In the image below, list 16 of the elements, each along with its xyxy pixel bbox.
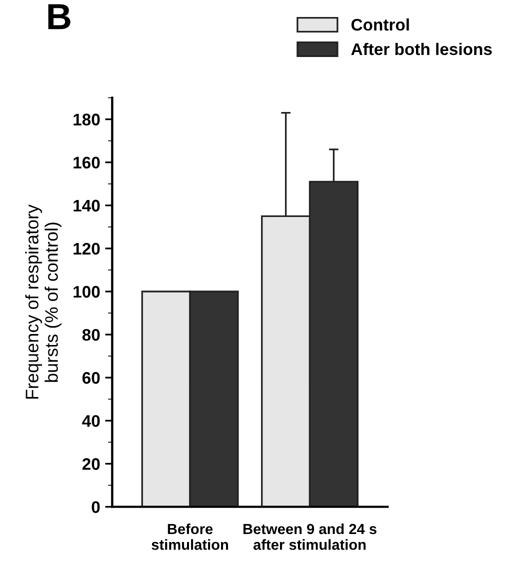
x-tick-label: Between 9 and 24 s after stimulation <box>243 523 376 550</box>
text: B <box>48 4 70 30</box>
y-tick-label: 80 <box>82 328 100 341</box>
y-tick-label: 0 <box>92 501 100 514</box>
y-axis-title: Frequency of respiratory bursts (% of control) <box>25 204 62 399</box>
y-tick-label: 140 <box>74 200 100 212</box>
y-tick-label: 160 <box>74 156 100 169</box>
y-tick-label: 120 <box>74 242 100 255</box>
x-tick-label: Before stimulation <box>152 523 228 550</box>
y-tick-label: 40 <box>82 415 100 427</box>
legend-label: After both lesions <box>351 42 492 56</box>
y-tick-label: 100 <box>74 286 100 298</box>
y-tick-label: 60 <box>82 372 100 384</box>
y-tick-label: 180 <box>74 114 100 126</box>
legend-label: Control <box>351 18 409 31</box>
y-tick-label: 20 <box>82 458 100 470</box>
